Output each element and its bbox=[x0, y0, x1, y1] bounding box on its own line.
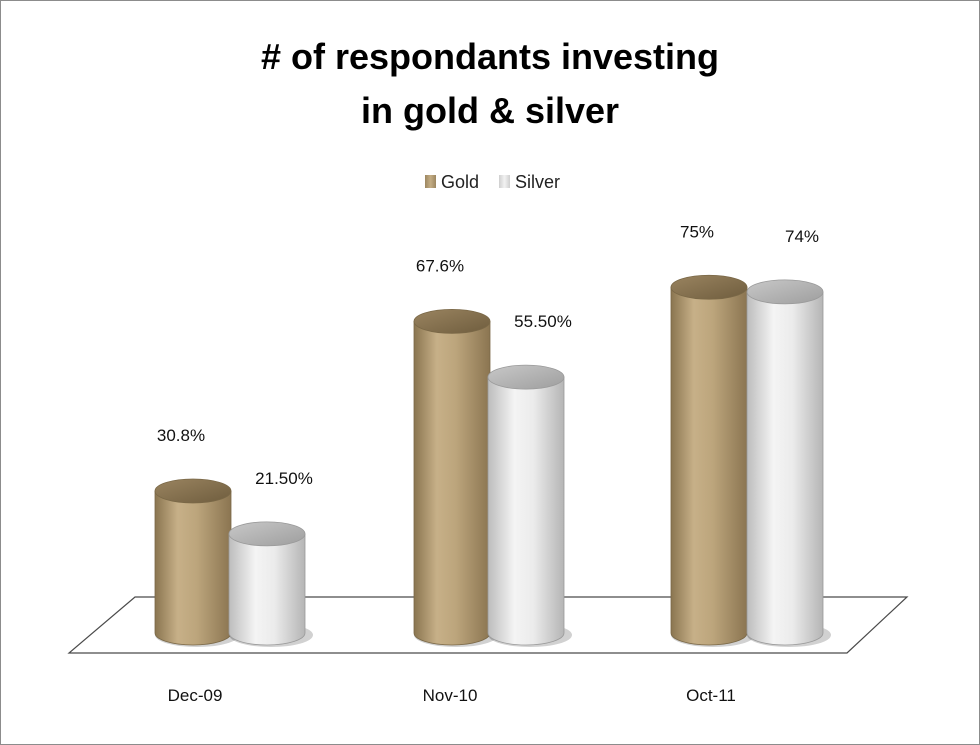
legend-label-silver: Silver bbox=[515, 172, 560, 192]
bar-body-gold-oct-11 bbox=[670, 286, 748, 646]
bar-top-silver-oct-11 bbox=[746, 279, 824, 305]
bar-body-silver-dec-09 bbox=[228, 533, 306, 646]
data-label-gold-dec-09: 30.8% bbox=[157, 426, 205, 445]
category-label-dec-09: Dec-09 bbox=[168, 686, 223, 705]
data-label-silver-nov-10: 55.50% bbox=[514, 312, 572, 331]
chart-title-line-1: # of respondants investing bbox=[261, 36, 719, 77]
category-label-oct-11: Oct-11 bbox=[686, 686, 736, 705]
bar-body-silver-oct-11 bbox=[746, 291, 824, 646]
bar-body-silver-nov-10 bbox=[487, 376, 565, 646]
bar-silver-dec-09 bbox=[228, 521, 313, 647]
bar-silver-oct-11 bbox=[746, 279, 831, 647]
legend-label-gold: Gold bbox=[441, 172, 479, 192]
bar-gold-dec-09 bbox=[154, 478, 239, 647]
bar-gold-oct-11 bbox=[670, 274, 755, 647]
data-label-silver-dec-09: 21.50% bbox=[255, 469, 313, 488]
legend-swatch-silver bbox=[499, 175, 510, 188]
legend: Gold Silver bbox=[425, 172, 560, 192]
bar-top-gold-dec-09 bbox=[154, 478, 232, 504]
legend-swatch-gold bbox=[425, 175, 436, 188]
category-label-nov-10: Nov-10 bbox=[423, 686, 478, 705]
bar-silver-nov-10 bbox=[487, 364, 572, 647]
chart-title-line-2: in gold & silver bbox=[361, 90, 619, 131]
data-label-silver-oct-11: 74% bbox=[785, 227, 819, 246]
bars-group: 30.8% 21.50% 67.6% 55.50% 75% 74% bbox=[154, 222, 831, 647]
data-label-gold-oct-11: 75% bbox=[680, 222, 714, 241]
bar-body-gold-dec-09 bbox=[154, 490, 232, 646]
bar-body-gold-nov-10 bbox=[413, 320, 491, 646]
data-label-gold-nov-10: 67.6% bbox=[416, 256, 464, 275]
bar-top-silver-nov-10 bbox=[487, 364, 565, 390]
bar-top-gold-nov-10 bbox=[413, 308, 491, 334]
bar-top-gold-oct-11 bbox=[670, 274, 748, 300]
bar-gold-nov-10 bbox=[413, 308, 498, 647]
bar-top-silver-dec-09 bbox=[228, 521, 306, 547]
